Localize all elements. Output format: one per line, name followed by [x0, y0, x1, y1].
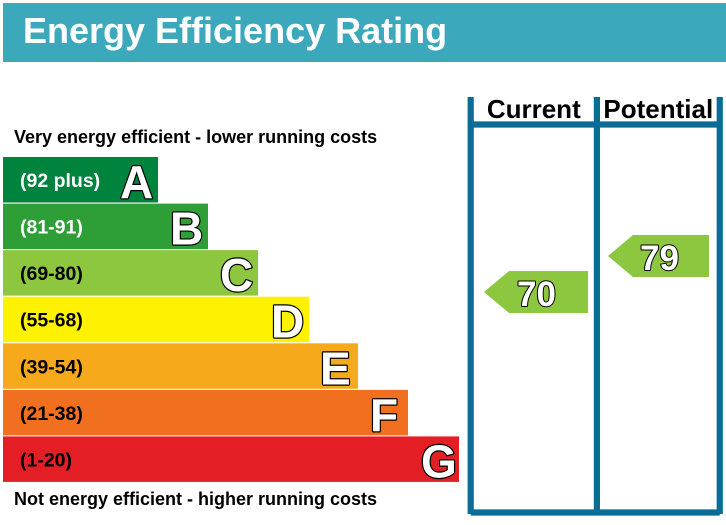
svg-text:C: C — [220, 249, 253, 301]
svg-text:D: D — [271, 296, 304, 348]
svg-text:B: B — [170, 203, 203, 255]
svg-text:(55-68): (55-68) — [20, 310, 83, 332]
svg-text:(21-38): (21-38) — [20, 403, 83, 425]
svg-text:(39-54): (39-54) — [20, 356, 83, 378]
svg-text:70: 70 — [517, 275, 556, 314]
svg-text:(81-91): (81-91) — [20, 217, 83, 239]
svg-text:(92 plus): (92 plus) — [20, 170, 100, 192]
svg-text:(69-80): (69-80) — [20, 263, 83, 285]
svg-text:(1-20): (1-20) — [20, 449, 72, 471]
svg-text:79: 79 — [640, 239, 679, 278]
svg-text:E: E — [320, 342, 351, 394]
svg-text:A: A — [120, 156, 153, 208]
svg-text:G: G — [421, 435, 457, 487]
svg-text:F: F — [370, 389, 398, 441]
